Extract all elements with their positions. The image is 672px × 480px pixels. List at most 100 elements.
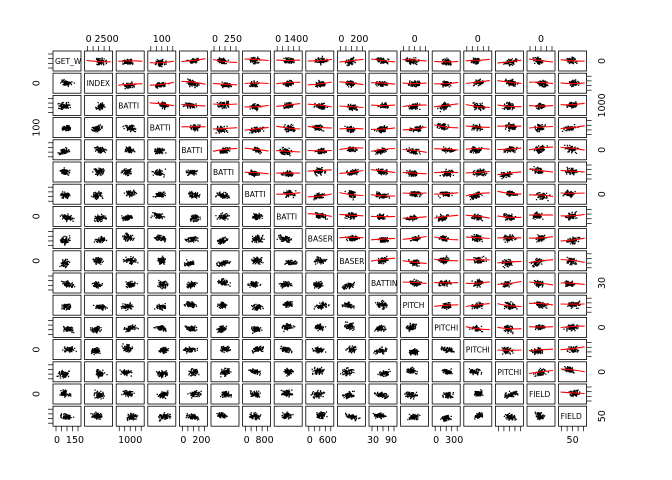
panel-r12-c6 (242, 316, 272, 338)
smoother-line (339, 147, 364, 150)
scatter-points (377, 255, 389, 265)
smoother-line (434, 192, 459, 195)
panel-frame (494, 250, 524, 272)
smoother-line (528, 58, 554, 63)
variable-label: INDEX (87, 79, 110, 88)
panel-r15-c5 (210, 383, 240, 405)
panel-r15-c8 (305, 383, 335, 405)
scatter-points (93, 235, 108, 244)
scatter-points (440, 414, 452, 422)
right-axis-label: 1000 (597, 93, 608, 117)
panel-r3-c9 (336, 117, 366, 138)
scatter-points (442, 391, 454, 399)
scatter-points (437, 191, 453, 199)
right-axis-label: 0 (597, 369, 608, 375)
panel-r2-c5 (210, 95, 240, 116)
scatter-points (186, 78, 200, 89)
panel-r1-c16 (558, 72, 587, 94)
panel-r14-c9 (336, 361, 366, 383)
panel-r0-c11 (400, 50, 430, 72)
scatter-points (566, 345, 580, 353)
panel-r4-c5 (210, 139, 240, 161)
smoother-line (307, 81, 332, 86)
panel-frame (242, 294, 272, 316)
scatter-points (408, 348, 420, 356)
panel-r13-c10 (368, 339, 398, 361)
bottom-axis-label: 300 (445, 435, 463, 446)
panel-r8-c8: BASER (305, 228, 335, 250)
scatter-points (184, 325, 198, 332)
panel-r0-c1 (84, 50, 113, 72)
scatter-points (407, 413, 421, 421)
scatter-points (533, 279, 544, 288)
scatter-points (474, 411, 484, 420)
panel-r9-c13 (463, 250, 493, 272)
scatter-points (532, 211, 544, 220)
scatter-points (344, 125, 356, 134)
scatter-points (153, 234, 167, 243)
panel-r11-c15 (526, 294, 556, 316)
scatter-points (216, 325, 228, 333)
scatter-points (220, 390, 232, 398)
panel-r3-c8 (305, 117, 335, 138)
scatter-points (503, 412, 517, 421)
panel-frame (400, 316, 430, 338)
panel-r15-c14 (494, 383, 524, 405)
scatter-points (374, 324, 387, 332)
scatter-points (313, 256, 328, 265)
panel-r10-c4 (178, 272, 208, 294)
smoother-line (370, 194, 396, 197)
smoother-line (560, 125, 585, 130)
panel-r5-c12 (431, 161, 461, 183)
panel-r7-c2 (115, 205, 145, 227)
smoother-line (497, 215, 522, 219)
left-axis-label: 100 (32, 119, 43, 137)
smoother-line (370, 257, 396, 262)
top-axis-label: 0 (86, 34, 92, 45)
smoother-line (465, 303, 490, 308)
panel-r16-c15 (526, 405, 556, 427)
panel-r8-c9 (336, 228, 366, 250)
panel-r11-c9 (336, 294, 366, 316)
panel-r4-c4: BATTI (178, 139, 208, 161)
panel-r14-c6 (242, 361, 272, 383)
smoother-line (276, 125, 301, 130)
panel-r5-c6 (242, 161, 272, 183)
smoother-line (402, 235, 427, 240)
panel-r13-c1 (84, 339, 113, 361)
panel-r5-c3 (147, 161, 177, 183)
scatter-points (313, 301, 330, 310)
panel-frame (336, 250, 366, 272)
scatter-points (374, 391, 389, 400)
panel-r8-c10 (368, 228, 398, 250)
variable-label: BATTI (276, 212, 297, 221)
scatter-points (216, 412, 228, 419)
smoother-line (497, 280, 522, 285)
panel-r5-c8 (305, 161, 335, 183)
smoother-line (497, 326, 522, 330)
panel-r12-c1 (84, 316, 113, 338)
panel-r9-c12 (431, 250, 461, 272)
right-axis-label: 50 (597, 410, 608, 422)
panel-r12-c11 (400, 316, 430, 338)
panel-r15-c10 (368, 383, 398, 405)
smoother-line (434, 60, 459, 63)
panel-r14-c7 (273, 361, 303, 383)
panel-r0-c13 (463, 50, 493, 72)
bottom-axis-label: 150 (66, 435, 84, 446)
smoother-line (276, 81, 301, 85)
panel-r12-c3 (147, 316, 177, 338)
panel-r5-c10 (368, 161, 398, 183)
scatter-points (184, 236, 199, 243)
panel-r15-c15: FIELD (526, 383, 556, 405)
panel-r1-c15 (526, 72, 556, 94)
panel-r6-c2 (115, 183, 145, 205)
smoother-line (465, 281, 490, 284)
panel-r1-c7 (273, 72, 303, 94)
panel-frame (431, 316, 461, 338)
smoother-line (434, 258, 459, 262)
panel-r15-c2 (115, 383, 145, 405)
panel-frame (52, 139, 82, 161)
panel-r7-c0 (52, 205, 82, 227)
panel-frame (494, 361, 524, 383)
